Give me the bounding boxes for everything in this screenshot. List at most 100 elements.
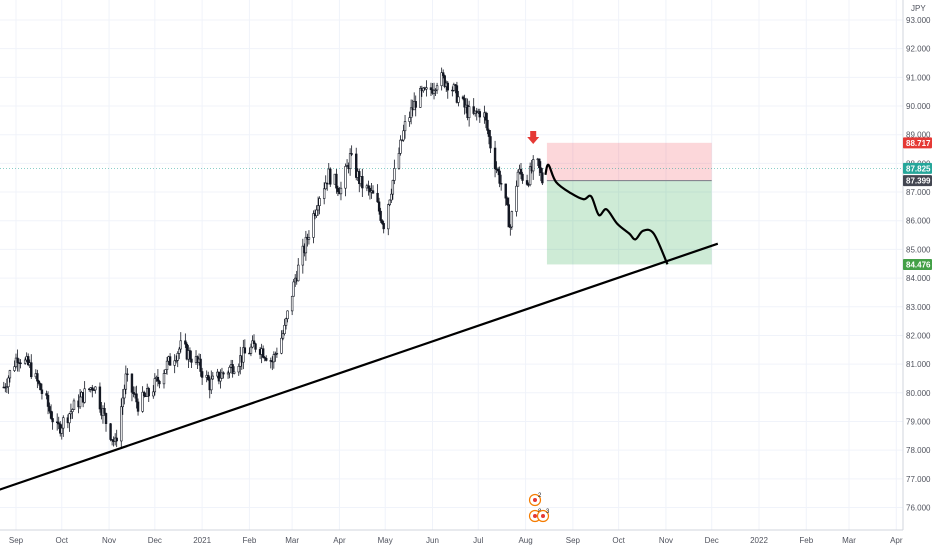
candle: [265, 355, 268, 362]
candle: [538, 158, 541, 176]
y-tick-label: 80.000: [906, 389, 931, 398]
x-tick-label: Mar: [842, 536, 856, 545]
x-tick-label: Sep: [566, 536, 581, 545]
x-tick-label: May: [378, 536, 393, 545]
candle: [463, 94, 466, 115]
projection-path[interactable]: [544, 163, 669, 265]
price-tag: 87.399: [903, 175, 932, 187]
candle: [39, 382, 42, 391]
candle: [419, 85, 422, 108]
candle: [525, 174, 529, 186]
candle: [219, 369, 222, 389]
candle: [104, 412, 108, 432]
candle: [152, 385, 155, 399]
candle: [297, 258, 300, 282]
short-position-zone[interactable]: [546, 142, 712, 265]
candle: [400, 139, 404, 142]
candle: [307, 230, 311, 245]
candle: [228, 365, 231, 379]
candle: [275, 347, 279, 358]
candle: [199, 353, 202, 377]
candle: [179, 332, 182, 353]
candle: [452, 82, 456, 92]
candle: [147, 386, 150, 403]
candle: [335, 168, 338, 194]
candle: [376, 184, 379, 203]
x-tick-label: Jun: [426, 536, 439, 545]
candle: [284, 317, 288, 330]
candle: [318, 196, 321, 215]
candle: [237, 363, 240, 376]
event-badge-count: 2: [538, 493, 542, 499]
candle: [380, 219, 384, 225]
candle: [409, 99, 413, 125]
candle: [242, 339, 245, 370]
candle: [408, 111, 411, 127]
candle: [249, 343, 253, 357]
event-badges[interactable]: 283: [528, 493, 551, 523]
candle: [60, 424, 63, 440]
candle: [165, 356, 169, 375]
candle: [94, 386, 97, 394]
candle: [368, 185, 372, 200]
candle: [231, 359, 234, 378]
candle: [40, 383, 44, 400]
candle: [498, 166, 501, 188]
currency-label: JPY: [911, 4, 926, 13]
candle: [504, 183, 507, 206]
candle: [261, 345, 265, 359]
candle: [109, 423, 112, 442]
candle: [339, 181, 343, 201]
sell-arrow-icon: [527, 131, 540, 145]
candle: [355, 147, 358, 181]
candle: [156, 369, 160, 387]
candle: [507, 197, 510, 228]
candle: [329, 167, 332, 187]
candle: [158, 379, 161, 389]
candle: [13, 360, 16, 373]
candle: [5, 378, 9, 394]
event-badge[interactable]: 3: [536, 509, 551, 523]
candle: [403, 115, 407, 139]
y-tick-label: 90.000: [906, 102, 931, 111]
candle: [37, 379, 41, 386]
candle: [23, 357, 27, 365]
x-tick-label: Feb: [243, 536, 257, 545]
candle: [435, 82, 439, 94]
candle: [316, 196, 320, 216]
event-badge[interactable]: 2: [528, 493, 543, 507]
candle: [69, 403, 73, 420]
candle: [532, 155, 535, 180]
candle: [467, 100, 471, 127]
support-trendline[interactable]: [0, 242, 719, 491]
candle: [72, 398, 76, 410]
candle: [153, 373, 157, 396]
candle: [142, 390, 146, 398]
candle: [455, 81, 459, 104]
candle: [496, 166, 500, 176]
candle: [162, 369, 166, 389]
candle: [232, 366, 236, 375]
candle: [272, 351, 276, 369]
candle: [387, 203, 390, 236]
candle: [382, 220, 385, 234]
candle: [141, 386, 144, 413]
time-axis[interactable]: Sep Oct Nov Dec 2021 Feb Mar Apr May Jun Jul Aug Sep…: [0, 529, 903, 545]
x-tick-label: Oct: [56, 536, 69, 545]
event-badge-count: 3: [546, 509, 550, 515]
candle: [440, 67, 443, 91]
candle: [521, 171, 524, 184]
candle: [217, 371, 221, 385]
candle: [78, 388, 82, 409]
candle: [304, 230, 308, 261]
candle: [322, 182, 326, 205]
candle: [178, 346, 181, 360]
candle: [121, 389, 124, 415]
candle: [103, 402, 106, 416]
y-tick-label: 85.000: [906, 245, 931, 254]
candle: [399, 135, 402, 156]
y-tick-label: 82.000: [906, 331, 931, 340]
candle: [425, 80, 428, 97]
stop-loss-zone[interactable]: [546, 142, 712, 181]
